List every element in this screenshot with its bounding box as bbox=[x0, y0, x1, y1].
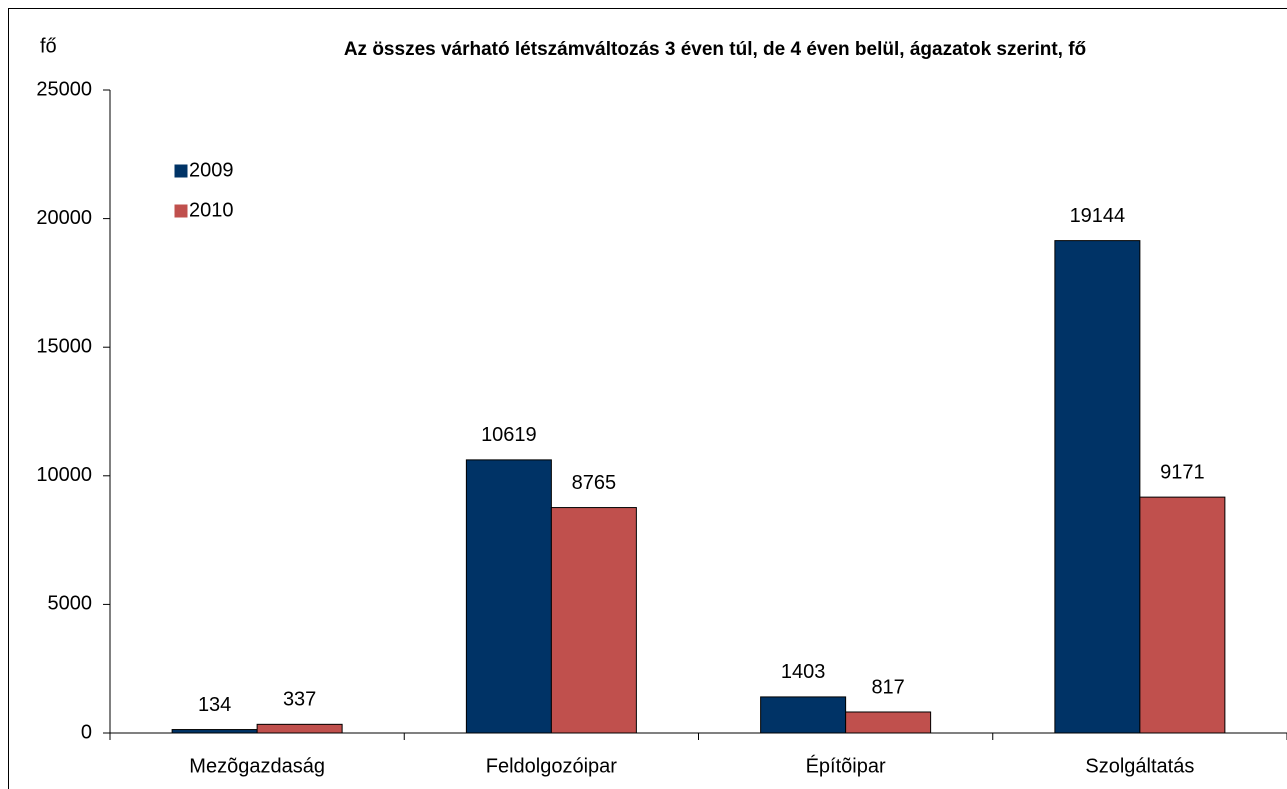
bar bbox=[1139, 496, 1226, 734]
data-label: 19144 bbox=[1070, 205, 1126, 227]
data-label: 1403 bbox=[781, 661, 826, 683]
legend-swatch bbox=[174, 204, 188, 218]
y-tick-label: 25000 bbox=[36, 78, 92, 100]
bar bbox=[1054, 240, 1141, 734]
data-label: 337 bbox=[283, 689, 316, 711]
y-tick-label: 5000 bbox=[48, 593, 93, 615]
y-tick-label: 20000 bbox=[36, 207, 92, 229]
data-label: 10619 bbox=[481, 424, 537, 446]
data-label: 8765 bbox=[572, 472, 617, 494]
x-tick-label: Szolgáltatás bbox=[1085, 755, 1194, 777]
y-tick-label: 10000 bbox=[36, 464, 92, 486]
x-tick-label: Feldolgozóipar bbox=[486, 755, 618, 777]
bar bbox=[760, 696, 847, 734]
data-label: 134 bbox=[198, 694, 231, 716]
data-label: 817 bbox=[871, 676, 904, 698]
legend-swatch bbox=[174, 164, 188, 178]
legend-label: 2010 bbox=[189, 199, 234, 221]
frame bbox=[8, 8, 1287, 789]
x-tick-label: Építõipar bbox=[806, 754, 886, 777]
bar bbox=[256, 723, 343, 734]
chart-title: Az összes várható létszámváltozás 3 éven… bbox=[344, 39, 1086, 60]
bar bbox=[171, 729, 258, 734]
y-tick-label: 15000 bbox=[36, 335, 92, 357]
data-label: 9171 bbox=[1160, 461, 1205, 483]
y-axis-label: fő bbox=[40, 35, 57, 57]
x-tick-label: Mezõgazdaság bbox=[189, 755, 325, 777]
legend-label: 2009 bbox=[189, 159, 234, 181]
bar bbox=[845, 711, 932, 734]
y-tick-label: 0 bbox=[81, 721, 92, 743]
bar bbox=[465, 459, 552, 734]
bar bbox=[550, 507, 637, 734]
